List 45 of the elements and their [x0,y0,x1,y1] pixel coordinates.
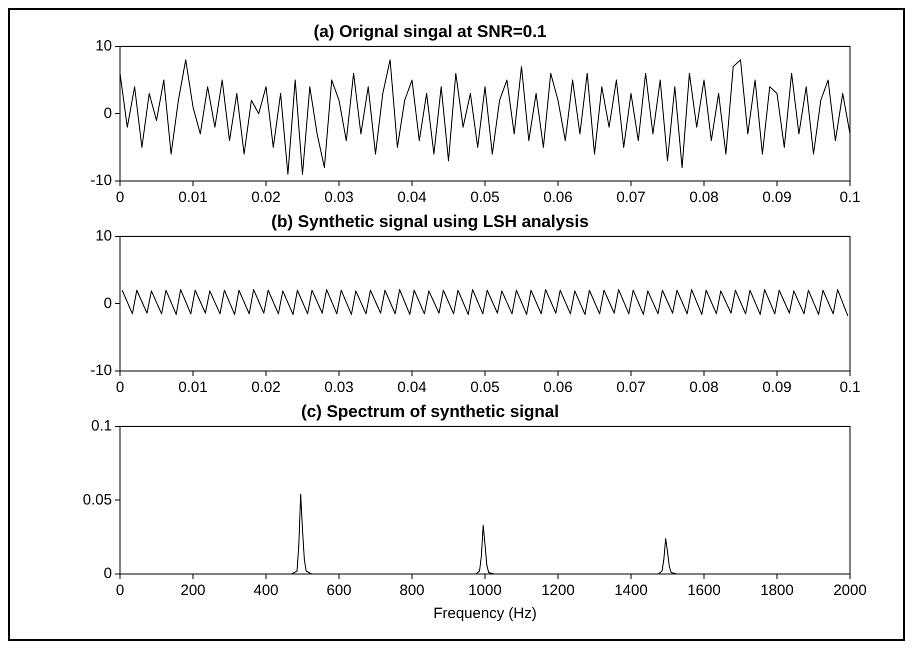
y-tick-label: -10 [90,362,112,380]
x-tick-label: 200 [180,582,206,600]
x-tick-label: 1800 [760,582,794,600]
x-tick-label: 0.05 [470,189,500,206]
x-tick-label: 0.02 [251,189,281,206]
x-tick-label: 0.05 [470,379,500,396]
x-tick-label: 0.01 [178,189,208,206]
x-tick-label: 0.1 [840,379,860,396]
y-tick-label: 0.1 [91,418,112,435]
x-tick-label: 0.08 [689,189,719,206]
x-tick-label: 1600 [687,582,721,600]
x-tick-label: 0.06 [543,189,573,206]
x-tick-label: 0.03 [324,189,354,206]
chart-title: (c) Spectrum of synthetic signal [301,402,559,421]
x-tick-label: 0.09 [762,189,792,206]
chart-title: (b) Synthetic signal using LSH analysis [271,212,589,231]
x-tick-label: 0.07 [616,379,646,396]
x-tick-label: 400 [253,582,279,600]
y-tick-label: -10 [90,172,112,190]
y-tick-label: 0 [104,565,112,582]
y-tick-label: 0.05 [82,491,112,508]
x-tick-label: 0.04 [397,189,427,206]
y-tick-label: 0 [104,294,112,312]
y-tick-label: 0 [104,104,112,122]
x-tick-label: 0 [116,189,124,206]
chart-title: (a) Orignal singal at SNR=0.1 [314,22,546,41]
x-tick-label: 2000 [833,582,867,600]
x-tick-label: 800 [399,582,425,600]
x-tick-label: 0 [116,379,124,396]
x-tick-label: 0.01 [178,379,208,396]
x-tick-label: 0.03 [324,379,354,396]
x-tick-label: 1000 [468,582,502,600]
x-tick-label: 600 [326,582,352,600]
y-tick-label: 10 [95,228,112,245]
x-tick-label: 0.07 [616,189,646,206]
y-tick-label: 10 [95,38,112,55]
x-tick-label: 0.04 [397,379,427,396]
x-tick-label: 0.09 [762,379,792,396]
x-tick-label: 1200 [541,582,575,600]
x-tick-label: 0.08 [689,379,719,396]
x-tick-label: 0.02 [251,379,281,396]
x-tick-label: 0.1 [840,189,860,206]
x-tick-label: 1400 [614,582,648,600]
x-tick-label: 0 [116,582,124,600]
x-tick-label: 0.06 [543,379,573,396]
